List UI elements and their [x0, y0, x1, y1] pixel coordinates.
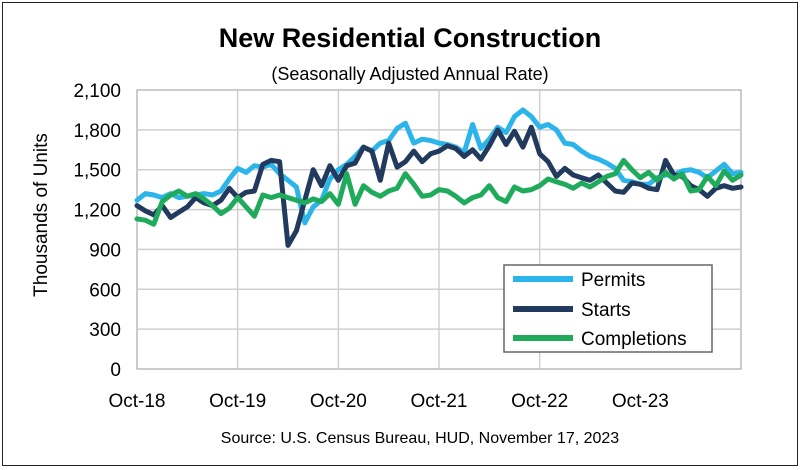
legend-label-completions: Completions: [581, 329, 687, 350]
source-note: Source: U.S. Census Bureau, HUD, Novembe…: [221, 430, 620, 447]
x-tick-label: Oct-18: [108, 391, 165, 412]
y-tick-label: 1,800: [73, 121, 121, 142]
legend: Permits Starts Completions: [503, 264, 713, 353]
y-axis-title: Thousands of Units: [31, 133, 52, 297]
y-tick-label: 900: [89, 240, 121, 261]
series-line-completions: [134, 157, 744, 227]
series-lines: [134, 107, 744, 248]
x-tick-label: Oct-21: [410, 391, 467, 412]
y-axis-ticks: 0 300 600 900 1,200 1,500 1,800 2,100: [73, 81, 121, 381]
x-tick-label: Oct-22: [511, 391, 568, 412]
y-tick-label: 600: [89, 280, 121, 301]
chart-subtitle: (Seasonally Adjusted Annual Rate): [271, 64, 548, 84]
legend-label-starts: Starts: [581, 300, 631, 321]
x-tick-label: Oct-23: [612, 391, 669, 412]
y-tick-label: 2,100: [73, 81, 121, 102]
x-axis-ticks: Oct-18 Oct-19 Oct-20 Oct-21 Oct-22 Oct-23: [108, 391, 668, 412]
y-tick-label: 1,200: [73, 201, 121, 222]
x-tick-label: Oct-19: [209, 391, 266, 412]
chart-title: New Residential Construction: [219, 23, 602, 53]
y-tick-label: 0: [110, 360, 121, 381]
x-tick-label: Oct-20: [310, 391, 367, 412]
legend-label-permits: Permits: [581, 270, 645, 291]
y-tick-label: 300: [89, 320, 121, 341]
y-tick-label: 1,500: [73, 161, 121, 182]
